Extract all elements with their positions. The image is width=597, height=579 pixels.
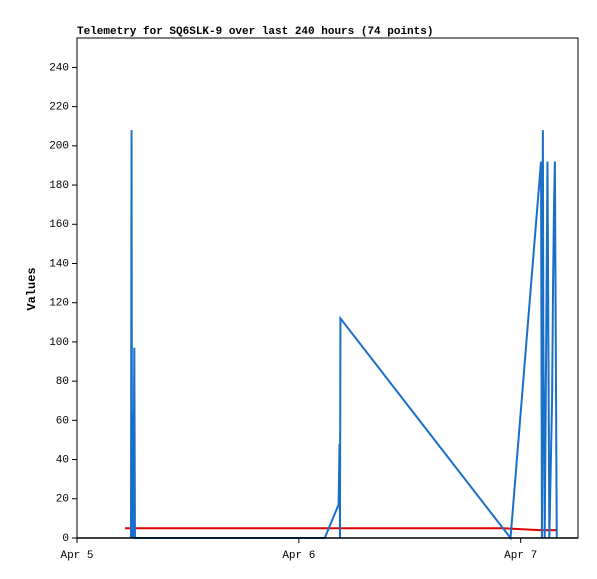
y-axis-label: Values bbox=[25, 267, 39, 310]
chart-title: Telemetry for SQ6SLK-9 over last 240 hou… bbox=[77, 26, 433, 38]
x-tick-label: Apr 5 bbox=[60, 550, 93, 562]
y-tick-label: 220 bbox=[49, 102, 69, 114]
y-tick-label: 160 bbox=[49, 219, 69, 231]
series-line bbox=[125, 527, 557, 532]
y-tick-label: 0 bbox=[62, 533, 69, 545]
x-tick-label: Apr 7 bbox=[504, 550, 537, 562]
y-tick-label: 80 bbox=[56, 376, 69, 388]
y-tick-label: 200 bbox=[49, 141, 69, 153]
y-tick-label: 20 bbox=[56, 494, 69, 506]
y-tick-label: 180 bbox=[49, 180, 69, 192]
y-tick-label: 240 bbox=[49, 62, 69, 74]
y-tick-label: 140 bbox=[49, 258, 69, 270]
y-tick-label: 120 bbox=[49, 298, 69, 310]
x-tick-label: Apr 6 bbox=[282, 550, 315, 562]
y-tick-label: 60 bbox=[56, 415, 69, 427]
series-line bbox=[129, 130, 558, 541]
y-tick-label: 40 bbox=[56, 454, 69, 466]
y-tick-label: 100 bbox=[49, 337, 69, 349]
